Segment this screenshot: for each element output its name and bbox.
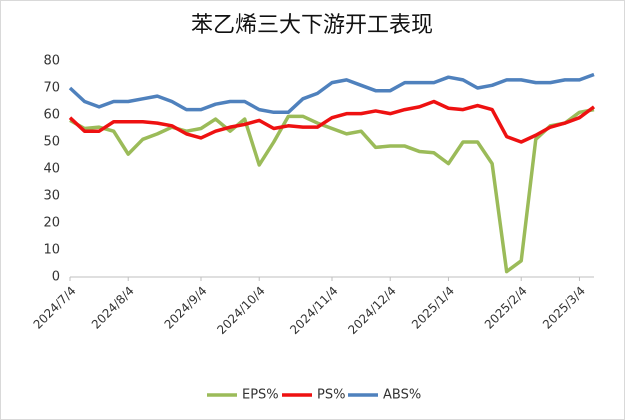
series-line (68, 72, 595, 115)
y-tick-label: 80 (43, 54, 60, 69)
y-tick-label: 50 (43, 135, 60, 150)
y-tick-label: 0 (52, 270, 60, 285)
legend-label: EPS% (242, 388, 279, 403)
y-tick-label: 30 (43, 189, 60, 204)
chart-title: 苯乙烯三大下游开工表现 (191, 13, 433, 38)
y-tick-label: 20 (43, 216, 60, 231)
legend-label: ABS% (383, 388, 421, 403)
series-line (69, 107, 595, 274)
y-tick-label: 10 (43, 243, 60, 258)
series-line (68, 99, 596, 144)
y-tick-label: 40 (43, 162, 60, 177)
y-tick-label: 70 (43, 81, 60, 96)
legend-label: PS% (317, 388, 345, 403)
y-tick-label: 60 (43, 108, 60, 123)
